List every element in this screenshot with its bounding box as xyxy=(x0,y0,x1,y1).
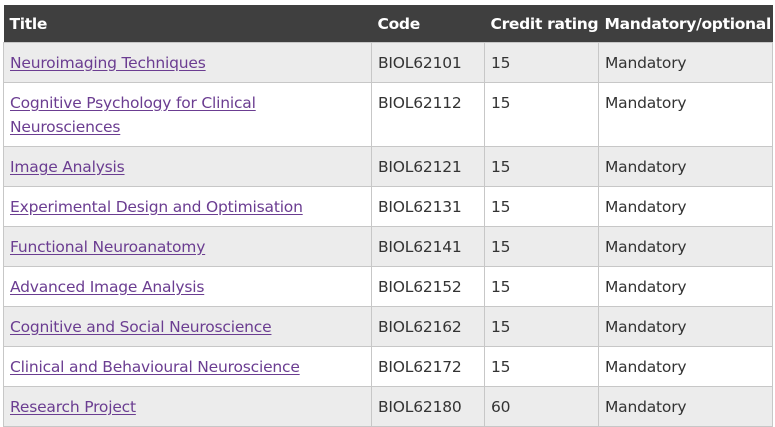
table-row: Image Analysis BIOL62121 15 Mandatory xyxy=(3,146,773,187)
credit-cell: 15 xyxy=(484,146,599,187)
course-unit-link[interactable]: Research Project xyxy=(10,398,136,416)
title-cell: Research Project xyxy=(3,386,372,427)
title-cell: Advanced Image Analysis xyxy=(3,266,372,307)
course-units-table: Title Code Credit rating Mandatory/optio… xyxy=(3,5,773,427)
table-row: Advanced Image Analysis BIOL62152 15 Man… xyxy=(3,266,773,307)
table-row: Research Project BIOL62180 60 Mandatory xyxy=(3,386,773,427)
code-cell: BIOL62131 xyxy=(371,186,485,227)
table-row: Neuroimaging Techniques BIOL62101 15 Man… xyxy=(3,42,773,83)
title-cell: Image Analysis xyxy=(3,146,372,187)
header-mandatory-optional: Mandatory/optional xyxy=(598,5,773,43)
title-cell: Cognitive Psychology for Clinical Neuros… xyxy=(3,82,372,147)
status-cell: Mandatory xyxy=(598,226,773,267)
code-cell: BIOL62162 xyxy=(371,306,485,347)
code-cell: BIOL62112 xyxy=(371,82,485,147)
title-cell: Neuroimaging Techniques xyxy=(3,42,372,83)
course-unit-link[interactable]: Functional Neuroanatomy xyxy=(10,238,206,256)
table-row: Functional Neuroanatomy BIOL62141 15 Man… xyxy=(3,226,773,267)
status-cell: Mandatory xyxy=(598,346,773,387)
status-cell: Mandatory xyxy=(598,186,773,227)
status-cell: Mandatory xyxy=(598,306,773,347)
status-cell: Mandatory xyxy=(598,386,773,427)
title-cell: Functional Neuroanatomy xyxy=(3,226,372,267)
table-header: Title Code Credit rating Mandatory/optio… xyxy=(3,5,773,43)
table-body: Neuroimaging Techniques BIOL62101 15 Man… xyxy=(3,42,773,427)
credit-cell: 15 xyxy=(484,186,599,227)
course-unit-link[interactable]: Image Analysis xyxy=(10,158,125,176)
credit-cell: 15 xyxy=(484,266,599,307)
title-cell: Cognitive and Social Neuroscience xyxy=(3,306,372,347)
status-cell: Mandatory xyxy=(598,266,773,307)
credit-cell: 15 xyxy=(484,82,599,147)
title-cell: Clinical and Behavioural Neuroscience xyxy=(3,346,372,387)
course-unit-link[interactable]: Advanced Image Analysis xyxy=(10,278,205,296)
credit-cell: 15 xyxy=(484,226,599,267)
title-cell: Experimental Design and Optimisation xyxy=(3,186,372,227)
course-unit-link[interactable]: Cognitive and Social Neuroscience xyxy=(10,318,272,336)
status-cell: Mandatory xyxy=(598,42,773,83)
header-row: Title Code Credit rating Mandatory/optio… xyxy=(3,5,773,43)
code-cell: BIOL62141 xyxy=(371,226,485,267)
table-row: Cognitive Psychology for Clinical Neuros… xyxy=(3,82,773,147)
code-cell: BIOL62101 xyxy=(371,42,485,83)
course-unit-link[interactable]: Experimental Design and Optimisation xyxy=(10,198,303,216)
code-cell: BIOL62172 xyxy=(371,346,485,387)
code-cell: BIOL62152 xyxy=(371,266,485,307)
header-credit-rating: Credit rating xyxy=(484,5,599,43)
credit-cell: 60 xyxy=(484,386,599,427)
code-cell: BIOL62121 xyxy=(371,146,485,187)
table-row: Experimental Design and Optimisation BIO… xyxy=(3,186,773,227)
status-cell: Mandatory xyxy=(598,82,773,147)
course-unit-link[interactable]: Clinical and Behavioural Neuroscience xyxy=(10,358,300,376)
credit-cell: 15 xyxy=(484,42,599,83)
header-title: Title xyxy=(3,5,372,43)
status-cell: Mandatory xyxy=(598,146,773,187)
credit-cell: 15 xyxy=(484,306,599,347)
table-row: Clinical and Behavioural Neuroscience BI… xyxy=(3,346,773,387)
table-row: Cognitive and Social Neuroscience BIOL62… xyxy=(3,306,773,347)
header-code: Code xyxy=(371,5,485,43)
course-unit-link[interactable]: Cognitive Psychology for Clinical Neuros… xyxy=(10,94,256,136)
credit-cell: 15 xyxy=(484,346,599,387)
course-unit-link[interactable]: Neuroimaging Techniques xyxy=(10,54,206,72)
code-cell: BIOL62180 xyxy=(371,386,485,427)
